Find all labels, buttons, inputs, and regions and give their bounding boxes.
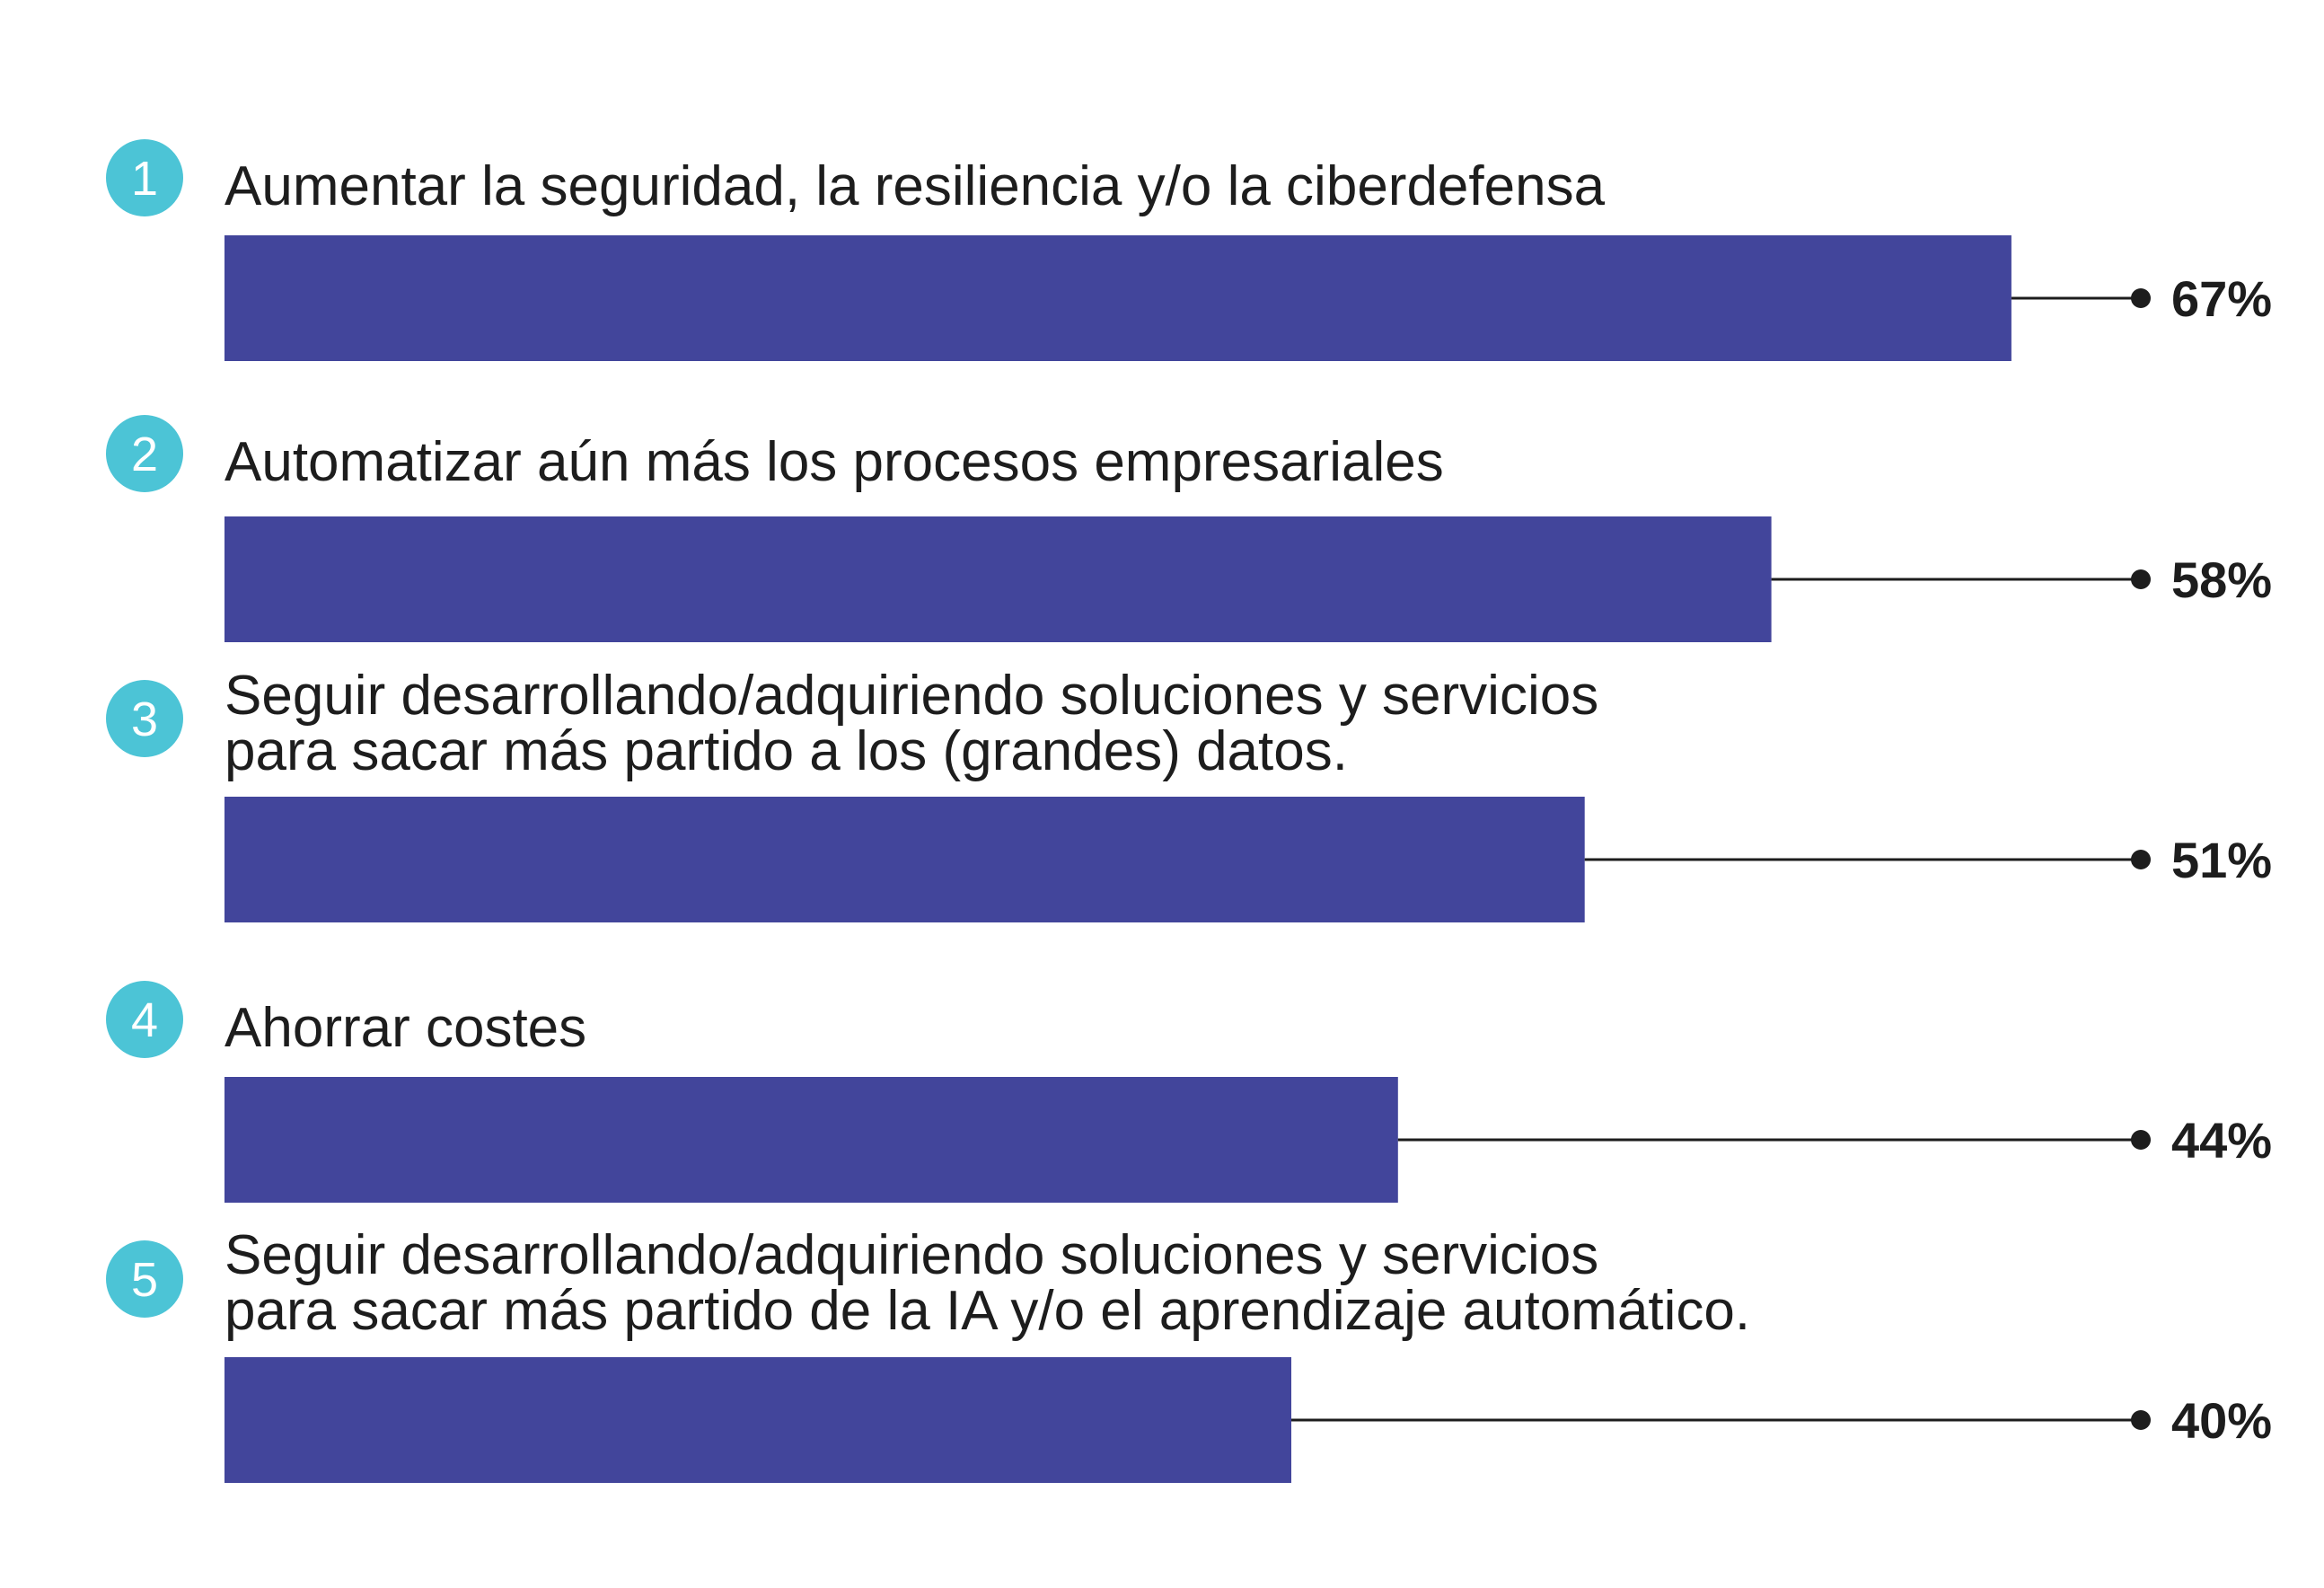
rank-number-5: 5 xyxy=(131,1253,158,1307)
rank-badge-2 xyxy=(106,415,183,492)
leader-dot-3 xyxy=(2131,850,2151,869)
bar-3 xyxy=(224,797,1585,922)
value-label-5: 40% xyxy=(2171,1392,2272,1449)
bar-1 xyxy=(224,235,2011,361)
value-label-1: 67% xyxy=(2171,270,2272,327)
rank-number-2: 2 xyxy=(131,428,158,481)
bar-2 xyxy=(224,516,1772,642)
rank-number-3: 3 xyxy=(131,693,158,746)
bar-5 xyxy=(224,1357,1291,1483)
value-label-4: 44% xyxy=(2171,1112,2272,1169)
category-label-5-line-2: para sacar más partido de la IA y/o el a… xyxy=(224,1280,1750,1342)
leader-dot-4 xyxy=(2131,1130,2151,1150)
rank-badge-3 xyxy=(106,680,183,757)
rank-badge-4 xyxy=(106,981,183,1058)
rank-badge-1 xyxy=(106,139,183,216)
rank-number-1: 1 xyxy=(131,152,158,206)
category-label-3-line-2: para sacar más partido a los (grandes) d… xyxy=(224,720,1348,782)
bar-4 xyxy=(224,1077,1398,1203)
category-label-4: Ahorrar costes xyxy=(224,997,586,1059)
category-label-2: Automatizar aún más los procesos empresa… xyxy=(224,431,1444,493)
value-label-2: 58% xyxy=(2171,551,2272,608)
leader-dot-5 xyxy=(2131,1410,2151,1430)
rank-number-4: 4 xyxy=(131,993,158,1047)
category-label-5-line-1: Seguir desarrollando/adquiriendo solucio… xyxy=(224,1224,1598,1286)
category-label-1: Aumentar la seguridad, la resiliencia y/… xyxy=(224,155,1606,217)
leader-dot-1 xyxy=(2131,288,2151,308)
value-label-3: 51% xyxy=(2171,832,2272,888)
rank-badge-5 xyxy=(106,1240,183,1318)
leader-dot-2 xyxy=(2131,569,2151,589)
category-label-3-line-1: Seguir desarrollando/adquiriendo solucio… xyxy=(224,665,1598,727)
